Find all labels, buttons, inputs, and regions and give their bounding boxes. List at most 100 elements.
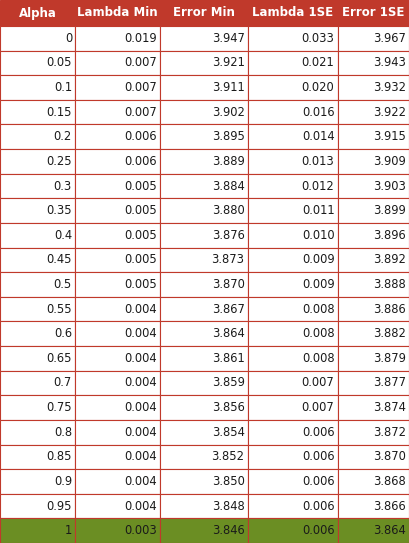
Bar [248,371,338,395]
Bar [75,321,160,346]
Text: 0.007: 0.007 [124,106,157,119]
Bar [75,124,160,149]
Bar [75,248,160,272]
Bar [0,248,75,272]
Text: 3.943: 3.943 [373,56,406,70]
Bar [75,371,160,395]
Text: 3.852: 3.852 [211,450,245,463]
Bar [160,0,248,26]
Bar [248,75,338,100]
Bar [160,100,248,124]
Bar [0,321,75,346]
Bar [248,445,338,469]
Text: 0.9: 0.9 [54,475,72,488]
Bar [75,0,160,26]
Text: 0.005: 0.005 [124,180,157,193]
Text: 3.877: 3.877 [373,376,406,389]
Bar [338,445,409,469]
Bar [248,50,338,75]
Text: 0.007: 0.007 [124,81,157,94]
Text: 3.870: 3.870 [373,450,406,463]
Bar [338,100,409,124]
Text: Lambda 1SE: Lambda 1SE [252,7,334,20]
Bar [338,420,409,445]
Bar [248,469,338,494]
Bar [160,321,248,346]
Bar [0,395,75,420]
Bar [0,0,75,26]
Text: 3.902: 3.902 [211,106,245,119]
Text: 0.004: 0.004 [124,327,157,340]
Text: 3.880: 3.880 [212,204,245,217]
Bar [75,75,160,100]
Text: 0.011: 0.011 [302,204,335,217]
Bar [338,297,409,321]
Bar [248,198,338,223]
Bar [338,26,409,50]
Text: 0.008: 0.008 [302,302,335,315]
Text: 3.882: 3.882 [373,327,406,340]
Text: 1: 1 [65,524,72,537]
Bar [338,223,409,248]
Bar [338,75,409,100]
Text: 0.004: 0.004 [124,352,157,365]
Text: 0.5: 0.5 [54,278,72,291]
Bar [75,26,160,50]
Text: 3.868: 3.868 [373,475,406,488]
Text: 0.033: 0.033 [301,32,335,45]
Text: 0.1: 0.1 [54,81,72,94]
Text: 3.909: 3.909 [373,155,406,168]
Text: 0.021: 0.021 [302,56,335,70]
Text: 0.004: 0.004 [124,426,157,439]
Text: 0.014: 0.014 [302,130,335,143]
Text: 0.006: 0.006 [302,475,335,488]
Bar [160,248,248,272]
Bar [248,0,338,26]
Text: 0: 0 [65,32,72,45]
Text: 3.889: 3.889 [212,155,245,168]
Text: 0.005: 0.005 [124,254,157,267]
Text: 3.864: 3.864 [373,524,406,537]
Text: 3.892: 3.892 [373,254,406,267]
Bar [248,124,338,149]
Bar [338,50,409,75]
Text: 0.004: 0.004 [124,475,157,488]
Text: 0.009: 0.009 [302,278,335,291]
Text: 3.886: 3.886 [373,302,406,315]
Text: 0.15: 0.15 [47,106,72,119]
Text: 0.010: 0.010 [302,229,335,242]
Text: 0.007: 0.007 [124,56,157,70]
Text: 0.004: 0.004 [124,500,157,513]
Text: 3.967: 3.967 [373,32,406,45]
Bar [75,519,160,543]
Bar [338,519,409,543]
Text: 3.854: 3.854 [211,426,245,439]
Bar [248,494,338,519]
Text: Error Min: Error Min [173,7,235,20]
Bar [75,395,160,420]
Text: 0.85: 0.85 [47,450,72,463]
Bar [160,469,248,494]
Text: 3.856: 3.856 [211,401,245,414]
Bar [160,174,248,198]
Bar [338,0,409,26]
Bar [75,50,160,75]
Text: 0.004: 0.004 [124,450,157,463]
Text: 0.008: 0.008 [302,327,335,340]
Bar [160,198,248,223]
Text: 0.019: 0.019 [124,32,157,45]
Text: 3.861: 3.861 [212,352,245,365]
Text: 3.899: 3.899 [373,204,406,217]
Bar [0,469,75,494]
Bar [75,420,160,445]
Text: 0.007: 0.007 [302,376,335,389]
Text: 3.866: 3.866 [373,500,406,513]
Bar [75,100,160,124]
Bar [160,346,248,371]
Bar [75,494,160,519]
Bar [248,395,338,420]
Text: 0.013: 0.013 [302,155,335,168]
Bar [338,346,409,371]
Bar [0,75,75,100]
Text: 3.922: 3.922 [373,106,406,119]
